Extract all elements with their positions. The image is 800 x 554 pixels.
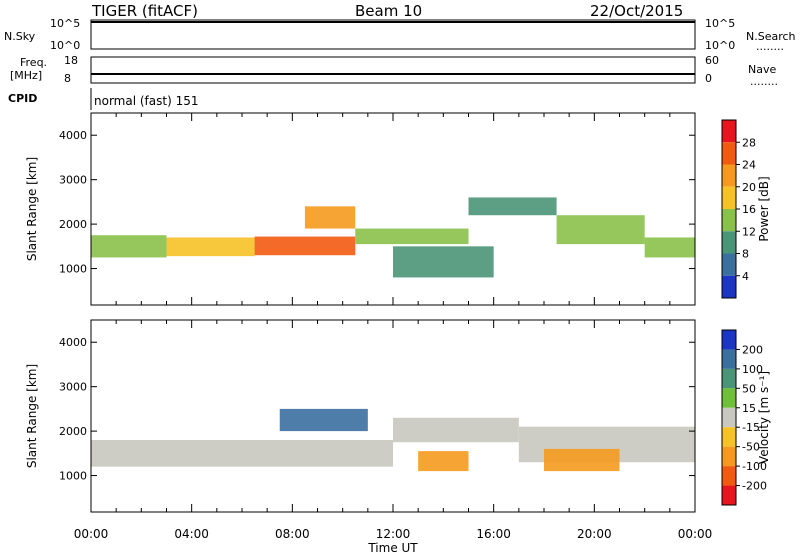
colorbar-swatch <box>722 186 736 209</box>
colorbar-swatch <box>722 275 736 298</box>
data-region <box>166 237 255 257</box>
beam-title: Beam 10 <box>355 2 422 20</box>
colorbar-tick-label: 12 <box>742 225 756 238</box>
y-axis-label: Slant Range [km] <box>25 157 39 261</box>
colorbar-swatch <box>722 330 736 350</box>
data-region <box>279 408 368 432</box>
x-axis-label: Time UT <box>367 541 418 554</box>
colorbar-tick-label: 200 <box>742 343 763 356</box>
data-region <box>418 451 469 472</box>
y-tick-label: 3000 <box>59 381 87 394</box>
nsearch-dots: ........ <box>756 40 784 53</box>
colorbar-swatch <box>722 120 736 143</box>
x-tick-label: 08:00 <box>275 527 310 541</box>
colorbar-swatch <box>722 164 736 187</box>
cpid-text: normal (fast) 151 <box>94 94 198 108</box>
y-tick-label: 3000 <box>59 174 87 187</box>
colorbar-tick-label: 8 <box>742 248 749 261</box>
nsky-tick-top: 10^5 <box>50 17 80 30</box>
colorbar-tick-label: -200 <box>742 480 767 493</box>
colorbar-tick-label: 20 <box>742 181 756 194</box>
colorbar-tick-label: -100 <box>742 460 767 473</box>
colorbar-swatch <box>722 388 736 408</box>
freq-strip <box>90 56 696 84</box>
colorbar-tick-label: 24 <box>742 159 756 172</box>
station-title: TIGER (fitACF) <box>91 2 198 20</box>
freq-tick-bottom: 8 <box>64 72 71 85</box>
data-region <box>304 206 356 229</box>
colorbar-frame <box>721 329 737 506</box>
nave-tick-bottom: 0 <box>705 72 712 85</box>
colorbar-swatch <box>722 231 736 254</box>
freq-label: Freq. <box>20 56 47 69</box>
data-region <box>91 235 167 258</box>
data-region <box>91 440 393 467</box>
data-region <box>644 237 695 258</box>
data-region <box>254 236 356 256</box>
x-tick-label: 00:00 <box>678 527 713 541</box>
x-tick-label: 00:00 <box>74 527 109 541</box>
freq-unit-label: [MHz] <box>10 69 42 82</box>
colorbar-swatch <box>722 407 736 428</box>
y-tick-label: 2000 <box>59 425 87 438</box>
colorbar-tick-label: -50 <box>742 441 760 454</box>
colorbar-tick-label: -15 <box>742 421 760 434</box>
data-region <box>556 215 645 245</box>
data-region <box>393 417 519 443</box>
colorbar-swatch <box>722 446 736 467</box>
colorbar-label: Velocity [m s⁻¹] <box>757 371 771 464</box>
colorbar-tick-label: 15 <box>742 402 756 415</box>
nsearch-tick-bottom: 10^0 <box>705 39 735 52</box>
cpid-label: CPID <box>8 92 37 105</box>
x-tick-label: 04:00 <box>174 527 209 541</box>
colorbar-swatch <box>722 485 736 505</box>
colorbar-label: Power [dB] <box>757 176 771 241</box>
colorbar-tick-label: 50 <box>742 382 756 395</box>
nave-dots: ........ <box>750 75 778 88</box>
x-tick-label: 12:00 <box>376 527 411 541</box>
colorbar-swatch <box>722 427 736 447</box>
y-tick-label: 4000 <box>59 336 87 349</box>
nsearch-label: N.Search <box>746 30 796 43</box>
y-tick-label: 1000 <box>59 470 87 483</box>
colorbar-tick-label: 28 <box>742 136 756 149</box>
data-region <box>468 197 557 216</box>
colorbar-swatch <box>722 142 736 165</box>
data-region <box>355 228 469 245</box>
data-region <box>393 246 494 278</box>
date-title: 22/Oct/2015 <box>590 2 683 20</box>
nsky-label: N.Sky <box>4 30 36 43</box>
nave-tick-top: 60 <box>705 54 719 67</box>
nsky-strip <box>90 19 696 50</box>
colorbar-swatch <box>722 466 736 486</box>
nave-label: Nave <box>748 63 776 76</box>
colorbar-swatch <box>722 368 736 389</box>
colorbar-swatch <box>722 349 736 369</box>
colorbar-tick-label: 16 <box>742 203 756 216</box>
plot-frame <box>90 319 696 513</box>
nsearch-tick-top: 10^5 <box>705 17 735 30</box>
y-axis-label: Slant Range [km] <box>25 364 39 468</box>
data-region <box>544 448 620 472</box>
colorbar-tick-label: 4 <box>742 270 749 283</box>
y-tick-label: 2000 <box>59 218 87 231</box>
y-tick-label: 4000 <box>59 129 87 142</box>
power-panel: 1000 2000 3000 4000 Slant Range [km] 28 24 20 16… <box>25 112 771 306</box>
velocity-panel: 1000 2000 3000 4000 Slant Range [km] 00:00 04:… <box>25 319 771 541</box>
x-tick-label: 20:00 <box>577 527 612 541</box>
y-tick-label: 1000 <box>59 263 87 276</box>
colorbar-tick-label: 100 <box>742 363 763 376</box>
nsky-tick-bottom: 10^0 <box>50 39 80 52</box>
colorbar-swatch <box>722 209 736 232</box>
freq-tick-top: 18 <box>64 54 78 67</box>
x-tick-label: 16:00 <box>476 527 511 541</box>
colorbar-swatch <box>722 253 736 276</box>
